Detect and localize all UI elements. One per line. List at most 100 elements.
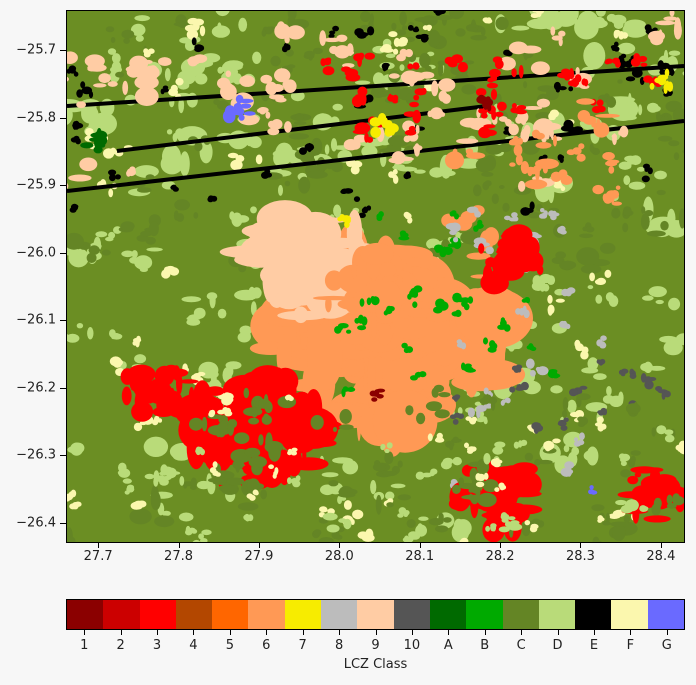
lcz-patch [312,517,334,542]
colorbar-tick [666,630,668,635]
lcz-patch [456,339,467,350]
lcz-patch [562,393,591,418]
colorbar-tick [302,630,304,635]
lcz-patch [485,523,497,532]
lcz-patch [408,25,420,33]
colorbar-tick [193,630,195,635]
lcz-patch [517,111,531,136]
lcz-patch [613,29,629,40]
lcz-patch [602,193,622,206]
colorbar-tick [448,630,450,635]
lcz-patch [473,219,484,232]
lcz-patch [284,394,294,402]
lcz-patch [649,68,674,94]
lcz-patch [120,364,199,422]
lcz-patch [271,68,297,93]
colorbar-swatch-c [502,600,539,629]
lcz-patch [152,415,163,426]
lcz-patch [185,525,198,536]
lcz-patch [604,57,621,68]
lcz-patch [181,292,227,319]
lcz-patch [187,17,206,37]
lcz-patch [387,93,399,104]
colorbar-swatch-2 [103,600,140,629]
lcz-patch [526,343,537,351]
lcz-patch [656,425,675,443]
lcz-patch [508,118,562,143]
x-tick-mark [178,543,180,548]
colorbar-label: 5 [225,638,234,653]
lcz-patch [208,409,216,418]
lcz-patch [610,41,620,52]
lcz-patch [369,388,386,402]
lcz-patch [509,381,529,393]
lcz-patch [449,412,465,425]
lcz-patch [67,51,107,72]
lcz-patch [381,62,390,72]
colorbar-label: 9 [371,638,380,653]
lcz-patch [539,275,565,296]
colorbar-tick [120,630,122,635]
lcz-patch [191,37,205,53]
lcz-patch [388,169,399,184]
lcz-patch [72,120,84,130]
lcz-patch [415,468,438,480]
lcz-patch [343,134,368,151]
lcz-patch [261,26,277,37]
lcz-patch [623,166,667,190]
lcz-patch [547,369,561,379]
lcz-patch [334,323,352,334]
lcz-patch [287,475,301,488]
x-tick-label: 27.9 [244,549,274,564]
lcz-patch [510,103,527,115]
y-tick-label: −26.4 [16,515,56,531]
colorbar [66,599,685,630]
lcz-patch [299,142,315,155]
lcz-patch [478,224,544,295]
lcz-patch [67,232,91,253]
lcz-patch [160,85,169,95]
y-tick-mark [60,320,66,322]
colorbar-swatch-a [429,600,467,629]
lcz-patch [93,73,129,95]
lcz-patch [130,500,147,510]
x-tick-label: 27.8 [164,549,194,564]
lcz-patch [445,222,461,243]
lcz-patch [170,184,179,192]
y-tick-mark [60,50,66,52]
y-tick-mark [60,387,66,389]
x-tick-mark [580,543,582,548]
x-tick-label: 28.0 [324,549,354,564]
lcz-patch [415,33,429,43]
lcz-patch [618,155,642,170]
lcz-patch [195,446,205,456]
colorbar-swatch-b [466,600,503,629]
x-tick-mark [339,543,341,548]
lcz-patch [67,527,76,542]
lcz-patch [640,373,657,390]
colorbar-swatch-3 [139,600,176,629]
lcz-patch [492,56,524,79]
y-tick-mark [60,455,66,457]
lcz-patch [500,397,511,406]
x-tick-mark [500,543,502,548]
lcz-patch [475,472,489,488]
lcz-patch [539,208,548,219]
colorbar-swatch-7 [284,600,322,629]
lcz-patch [217,407,233,417]
x-tick-label: 28.1 [405,549,435,564]
lcz-patch [125,55,153,74]
x-tick-mark [419,543,421,548]
lcz-patch [611,14,632,31]
lcz-patch [391,143,423,165]
lcz-patch [675,440,684,455]
lcz-patch [449,210,459,220]
lcz-patch [459,537,469,542]
lcz-patch [109,329,123,340]
lcz-patch [340,188,361,203]
lcz-patch [267,119,292,136]
lcz-patch [508,135,523,146]
lcz-patch [396,48,413,62]
lcz-patch [388,70,426,87]
colorbar-label: C [516,638,526,653]
